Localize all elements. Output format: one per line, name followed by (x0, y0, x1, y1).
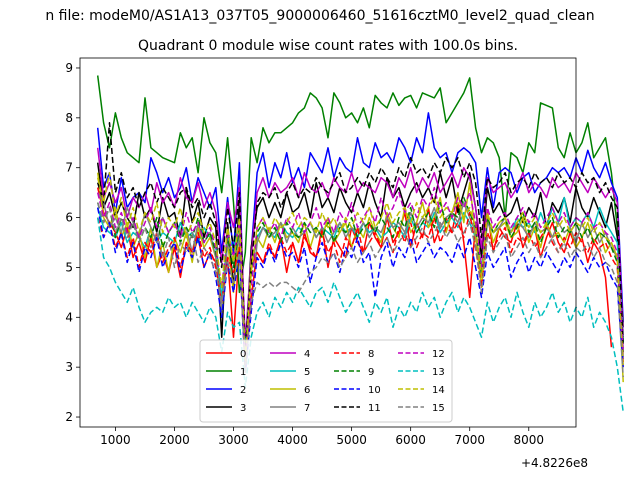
x-tick-label: 4000 (277, 433, 308, 447)
series-line-8 (96, 211, 624, 368)
legend-label-12: 12 (432, 349, 445, 360)
y-tick-label: 8 (65, 111, 73, 125)
legend-label-13: 13 (432, 367, 445, 378)
series-line-4 (96, 147, 624, 343)
y-tick-label: 9 (65, 61, 73, 75)
y-tick-label: 3 (65, 360, 73, 374)
y-tick-label: 6 (65, 211, 73, 225)
x-tick-label: 1000 (100, 433, 131, 447)
x-tick-label: 7000 (454, 433, 485, 447)
legend-label-7: 7 (304, 403, 310, 414)
series-line-9 (96, 196, 624, 358)
legend-label-4: 4 (304, 349, 310, 360)
series-line-11 (96, 122, 624, 353)
legend-label-2: 2 (240, 385, 246, 396)
y-tick-label: 5 (65, 260, 73, 274)
series-line-15 (96, 202, 624, 378)
x-tick-label: 6000 (395, 433, 426, 447)
legend-label-1: 1 (240, 367, 246, 378)
x-tick-label: 8000 (513, 433, 544, 447)
x-tick-label: 2000 (159, 433, 190, 447)
y-tick-label: 4 (65, 310, 73, 324)
legend-label-10: 10 (368, 385, 381, 396)
legend-label-3: 3 (240, 403, 246, 414)
series-line-2 (96, 112, 624, 368)
series-line-14 (96, 171, 624, 368)
plot-frame (79, 57, 577, 428)
legend-label-5: 5 (304, 367, 310, 378)
y-tick-label: 2 (65, 410, 73, 424)
figure-suptitle: n file: modeM0/AS1A13_037T05_9000006460_… (45, 8, 594, 24)
legend-label-0: 0 (240, 349, 246, 360)
legend-label-11: 11 (368, 403, 381, 414)
axes: 1000 2000 3000 4000 5000 6000 7000 8000 2 3 4 5 6 7 8 9 (65, 57, 577, 447)
chart-title: Quadrant 0 module wise count rates with … (138, 38, 518, 54)
legend-label-15: 15 (432, 403, 445, 414)
series-line-13 (96, 217, 624, 413)
legend-label-6: 6 (304, 385, 310, 396)
legend-label-14: 14 (432, 385, 445, 396)
y-tick-label: 7 (65, 161, 73, 175)
legend-box (199, 339, 453, 423)
x-tick-label: 3000 (218, 433, 249, 447)
x-tick-label: 5000 (336, 433, 367, 447)
legend-label-9: 9 (368, 367, 374, 378)
series-line-1 (96, 75, 624, 353)
legend-label-8: 8 (368, 349, 374, 360)
series-layer (96, 75, 624, 413)
x-axis-offset-label: +4.8226e8 (521, 456, 588, 470)
series-line-12 (96, 186, 624, 363)
